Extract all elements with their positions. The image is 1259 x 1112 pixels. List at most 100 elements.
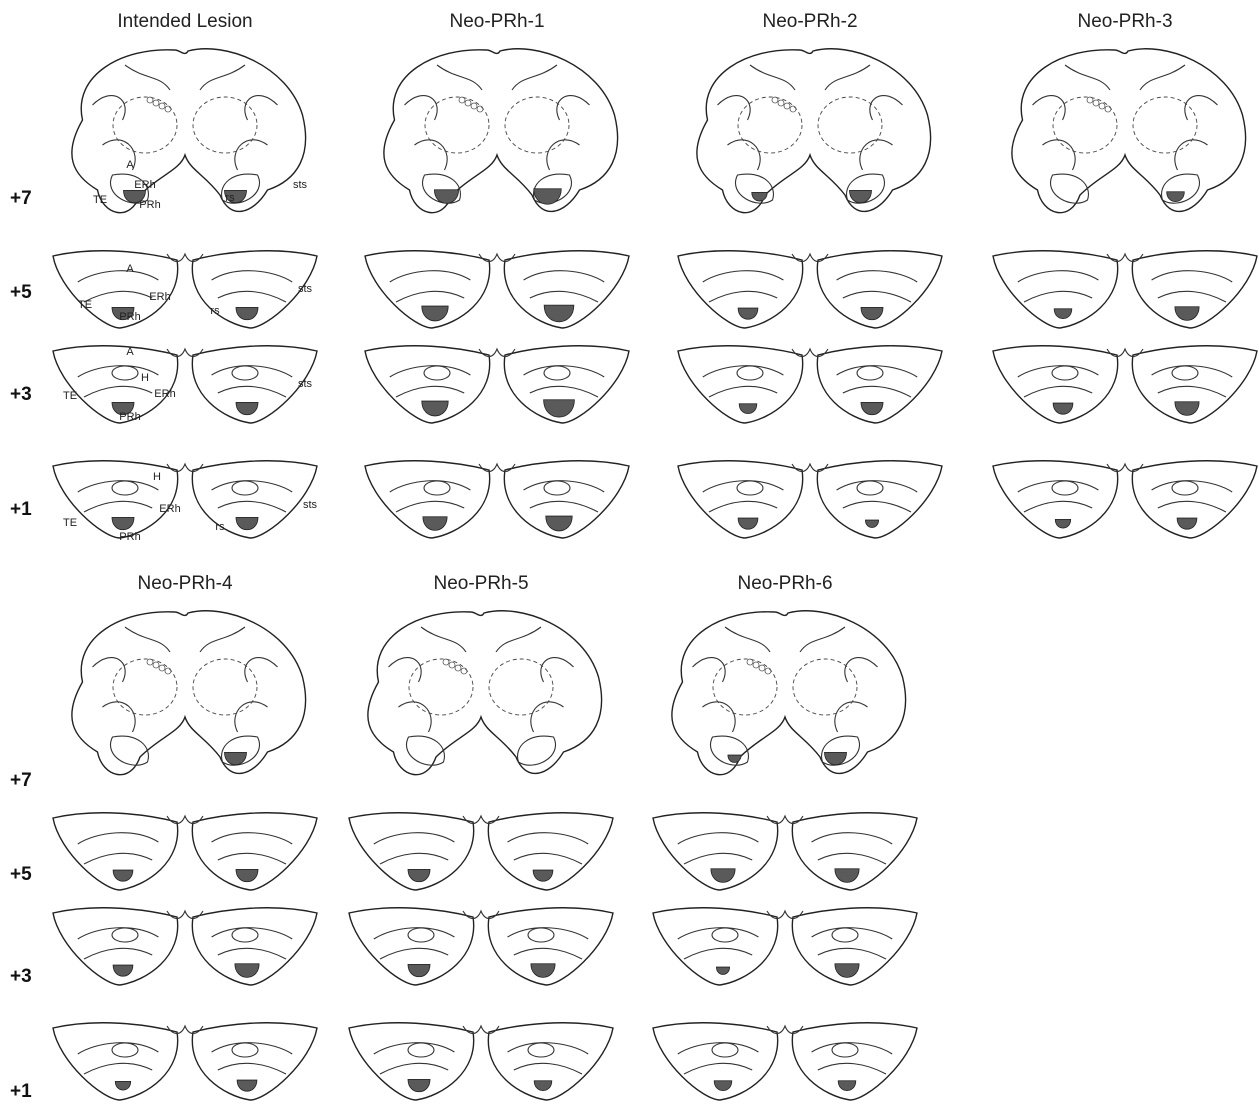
- anterior-commissure-loop: [771, 96, 779, 104]
- anterior-commissure-loop: [442, 658, 450, 666]
- hippocampus: [111, 1042, 139, 1058]
- left-lesion: [421, 305, 449, 322]
- midline-structure: [791, 252, 829, 263]
- coronal-slice-outline: [71, 610, 307, 776]
- sulci-lines: [507, 927, 589, 960]
- section-level-0: [671, 610, 907, 776]
- right-hemisphere-section: [1131, 460, 1258, 539]
- right-temporal-lobe: [516, 735, 556, 766]
- hippocampus: [711, 1042, 739, 1058]
- basal-ganglia-right: [488, 658, 554, 716]
- panel-title: Neo-PRh-5: [433, 573, 528, 594]
- hippocampus: [231, 1042, 259, 1058]
- right-hemisphere-section: [191, 250, 318, 329]
- panel-5: Neo-PRh-4: [52, 573, 318, 1101]
- anterior-commissure-loop: [783, 102, 791, 110]
- sulci-lines: [1151, 365, 1233, 398]
- anterior-commissure-loop: [746, 658, 754, 666]
- sulci-lines: [389, 480, 471, 513]
- left-lesion: [738, 403, 758, 415]
- sulci-lines: [677, 927, 759, 960]
- sulci-lines: [211, 927, 293, 960]
- right-temporal-lobe: [220, 735, 260, 766]
- section-level-1: [677, 250, 943, 329]
- level-label: +7: [10, 188, 32, 209]
- left-lesion: [111, 517, 135, 531]
- left-lesion: [727, 754, 742, 763]
- right-lesion: [224, 190, 247, 204]
- region-label-a: A: [126, 346, 134, 358]
- left-lesion: [422, 516, 448, 531]
- sulci-lines: [1151, 270, 1233, 303]
- right-hemisphere-section: [191, 1022, 318, 1101]
- sulci-lines: [77, 480, 159, 513]
- midline-structure: [166, 252, 204, 263]
- anterior-commissure-loop: [1104, 105, 1112, 113]
- sulci-lines: [77, 270, 159, 303]
- coronal-slice-outline: [1011, 48, 1247, 214]
- sulci-lines: [211, 480, 293, 513]
- left-temporal-lobe: [422, 173, 462, 204]
- sulci-lines: [211, 832, 293, 865]
- panel-2: Neo-PRh-1: [364, 11, 630, 539]
- sulci-lines: [373, 1042, 455, 1075]
- hippocampus: [1171, 480, 1199, 496]
- sulci-lines: [702, 480, 784, 513]
- midline-structure: [791, 347, 829, 358]
- basal-ganglia-left: [712, 658, 778, 716]
- left-lesion: [1052, 402, 1074, 415]
- left-lesion: [751, 191, 768, 202]
- sulci-lines: [523, 365, 605, 398]
- right-hemisphere-section: [191, 907, 318, 986]
- left-hemisphere-section: [652, 1022, 779, 1101]
- coronal-slice-outline: [671, 610, 907, 776]
- hippocampus: [111, 480, 139, 496]
- right-temporal-lobe: [220, 173, 260, 204]
- basal-ganglia-right: [1132, 96, 1198, 154]
- left-hemisphere-section: [364, 345, 491, 424]
- sulci-lines: [507, 1042, 589, 1075]
- section-level-2: [364, 345, 630, 424]
- right-lesion: [1176, 517, 1198, 530]
- anterior-commissure-loop: [158, 664, 166, 672]
- left-lesion: [123, 190, 146, 204]
- section-level-0: [696, 48, 932, 214]
- right-hemisphere-section: [791, 1022, 918, 1101]
- left-lesion: [112, 964, 134, 977]
- left-lesion: [1054, 518, 1072, 529]
- section-level-3: [677, 460, 943, 539]
- section-level-0: [1011, 48, 1247, 214]
- midline-structure: [766, 814, 804, 825]
- section-level-1: [52, 812, 318, 891]
- anterior-commissure-loop: [158, 102, 166, 110]
- right-temporal-lobe: [820, 735, 860, 766]
- left-lesion: [737, 307, 759, 320]
- region-label-te: TE: [93, 194, 107, 206]
- left-hemisphere-section: [992, 460, 1119, 539]
- hippocampus: [231, 927, 259, 943]
- basal-ganglia-right: [192, 658, 258, 716]
- sulci-lines: [702, 365, 784, 398]
- sulci-lines: [507, 832, 589, 865]
- section-level-0: [71, 610, 307, 776]
- right-hemisphere-section: [816, 250, 943, 329]
- panel-3: Neo-PRh-2: [677, 11, 943, 539]
- midline-structure: [166, 909, 204, 920]
- left-hemisphere-section: [52, 1022, 179, 1101]
- right-hemisphere-section: [487, 907, 614, 986]
- coronal-slice-outline: [696, 48, 932, 214]
- section-level-1: A TE ERh PRh rs sts: [52, 250, 318, 329]
- basal-ganglia-right: [792, 658, 858, 716]
- left-lesion: [715, 966, 731, 975]
- section-level-0: [367, 610, 603, 776]
- section-level-2: A H TE ERh PRh sts: [52, 345, 318, 424]
- basal-ganglia-left: [112, 658, 178, 716]
- anterior-commissure-loop: [470, 102, 478, 110]
- right-lesion: [235, 869, 259, 883]
- section-level-2: [348, 907, 614, 986]
- coronal-slice-outline: [367, 610, 603, 776]
- sulci-lines: [677, 832, 759, 865]
- left-lesion: [111, 307, 135, 321]
- sulci-lines: [77, 1042, 159, 1075]
